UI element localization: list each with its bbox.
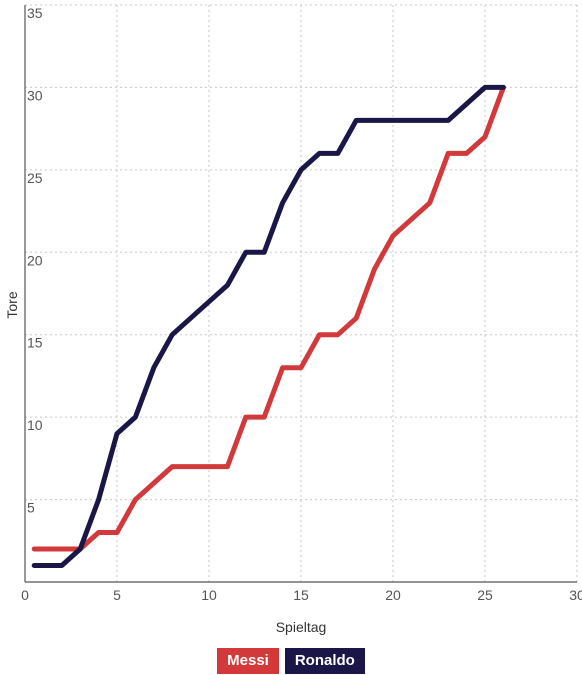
x-tick-label: 0 bbox=[21, 587, 29, 603]
series-lines bbox=[31, 84, 506, 568]
x-axis-label: Spieltag bbox=[276, 619, 327, 635]
series-line-messi bbox=[31, 84, 506, 552]
legend: Messi Ronaldo bbox=[0, 648, 582, 674]
y-axis-label: Tore bbox=[4, 291, 20, 318]
x-tick-label: 25 bbox=[477, 587, 493, 603]
series-line-ronaldo bbox=[31, 84, 506, 568]
line-chart: 0 5 10 15 20 25 30 5 10 15 20 25 30 35 Spieltag Tore bbox=[4, 4, 582, 635]
y-tick-label: 5 bbox=[27, 500, 35, 516]
grid bbox=[25, 4, 578, 582]
y-tick-label: 10 bbox=[27, 417, 43, 433]
x-ticks: 0 5 10 15 20 25 30 bbox=[21, 587, 582, 603]
legend-item-messi[interactable]: Messi bbox=[217, 648, 279, 674]
y-tick-label: 30 bbox=[27, 87, 43, 103]
x-tick-label: 5 bbox=[113, 587, 121, 603]
x-tick-label: 15 bbox=[293, 587, 309, 603]
x-tick-label: 20 bbox=[385, 587, 401, 603]
legend-item-ronaldo[interactable]: Ronaldo bbox=[284, 648, 365, 674]
y-ticks: 5 10 15 20 25 30 35 bbox=[27, 5, 43, 516]
y-tick-label: 20 bbox=[27, 252, 43, 268]
y-tick-label: 15 bbox=[27, 335, 43, 351]
y-tick-label: 35 bbox=[27, 5, 43, 21]
x-tick-label: 10 bbox=[201, 587, 217, 603]
y-tick-label: 25 bbox=[27, 170, 43, 186]
x-tick-label: 30 bbox=[569, 587, 582, 603]
axes bbox=[24, 5, 577, 583]
